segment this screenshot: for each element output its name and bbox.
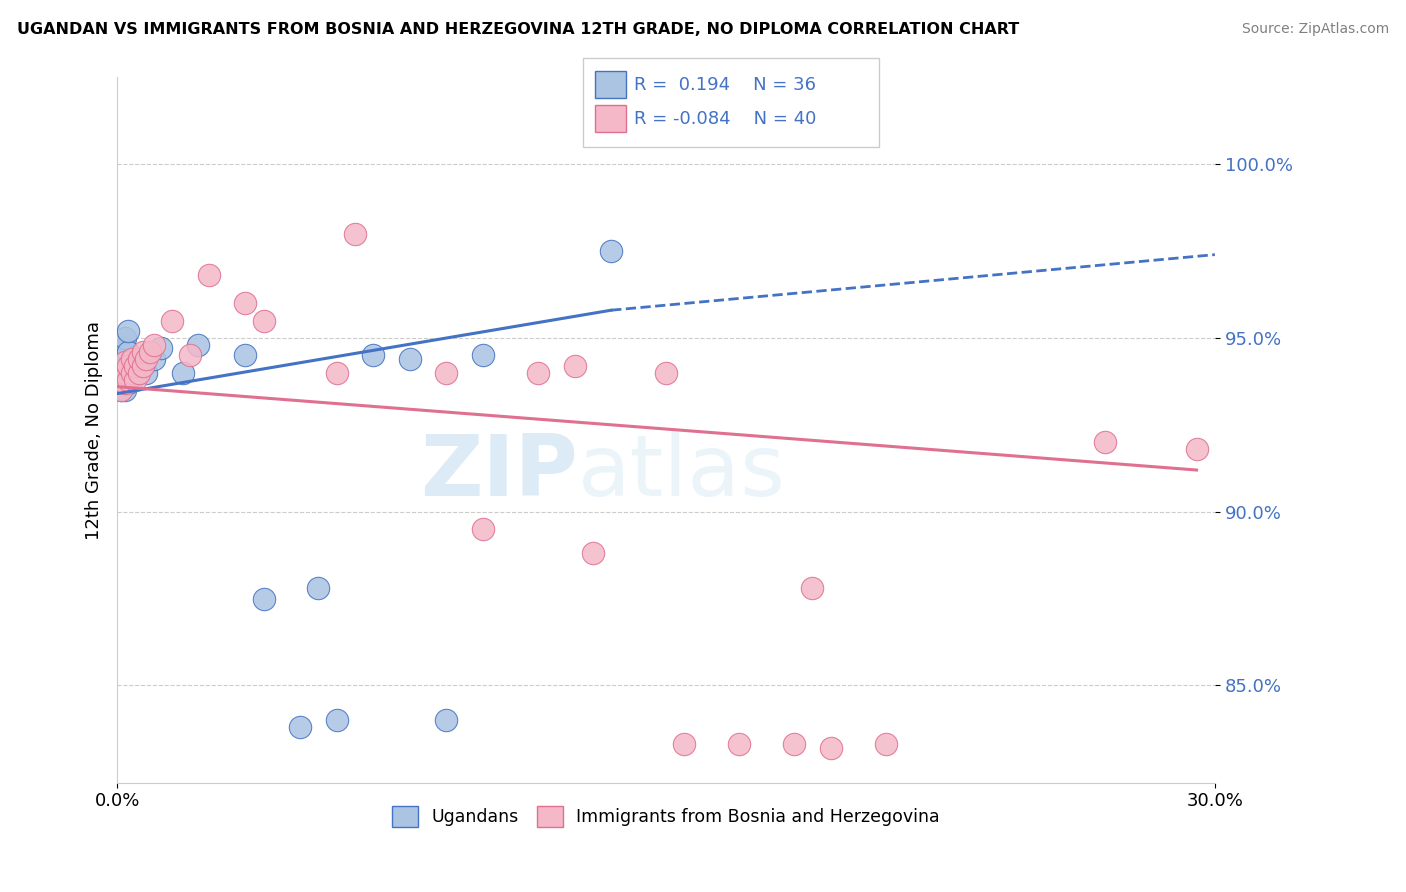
Point <box>135 351 157 366</box>
Point <box>114 331 136 345</box>
Point <box>117 359 139 373</box>
Point <box>325 713 347 727</box>
Point <box>875 738 897 752</box>
Text: R =  0.194    N = 36: R = 0.194 N = 36 <box>634 76 815 94</box>
Point <box>233 296 256 310</box>
Y-axis label: 12th Grade, No Diploma: 12th Grade, No Diploma <box>86 320 103 540</box>
Point <box>110 359 132 373</box>
Point <box>117 376 139 391</box>
Point <box>801 581 824 595</box>
Point <box>233 348 256 362</box>
Point <box>172 366 194 380</box>
Point <box>114 366 136 380</box>
Point <box>121 359 143 373</box>
Point <box>114 376 136 391</box>
Point <box>114 342 136 356</box>
Point <box>114 359 136 373</box>
Point <box>436 366 458 380</box>
Point <box>110 366 132 380</box>
Legend: Ugandans, Immigrants from Bosnia and Herzegovina: Ugandans, Immigrants from Bosnia and Her… <box>385 799 948 834</box>
Point <box>150 342 173 356</box>
Point <box>114 383 136 397</box>
Point <box>124 359 146 373</box>
Point <box>135 366 157 380</box>
Point <box>121 366 143 380</box>
Point <box>110 376 132 391</box>
Point <box>187 338 209 352</box>
Point <box>820 741 842 756</box>
Point <box>160 313 183 327</box>
Point <box>121 373 143 387</box>
Point <box>117 366 139 380</box>
Point <box>307 581 329 595</box>
Point <box>527 366 550 380</box>
Text: ZIP: ZIP <box>420 431 578 514</box>
Point <box>117 345 139 359</box>
Point <box>117 373 139 387</box>
Point <box>728 738 751 752</box>
Point <box>110 383 132 397</box>
Point <box>132 345 155 359</box>
Point <box>582 546 605 560</box>
Text: UGANDAN VS IMMIGRANTS FROM BOSNIA AND HERZEGOVINA 12TH GRADE, NO DIPLOMA CORRELA: UGANDAN VS IMMIGRANTS FROM BOSNIA AND HE… <box>17 22 1019 37</box>
Point <box>344 227 367 241</box>
Text: R = -0.084    N = 40: R = -0.084 N = 40 <box>634 110 817 128</box>
Point <box>179 348 201 362</box>
Point <box>436 713 458 727</box>
Text: atlas: atlas <box>578 431 786 514</box>
Point <box>117 355 139 369</box>
Point <box>110 383 132 397</box>
Point <box>132 359 155 373</box>
Point <box>600 244 623 259</box>
Point <box>142 338 165 352</box>
Point <box>132 359 155 373</box>
Point <box>1185 442 1208 457</box>
Point <box>655 366 678 380</box>
Point <box>472 522 495 536</box>
Point <box>252 591 274 606</box>
Point <box>128 359 150 373</box>
Point <box>399 351 422 366</box>
Point <box>110 351 132 366</box>
Point <box>288 720 311 734</box>
Text: Source: ZipAtlas.com: Source: ZipAtlas.com <box>1241 22 1389 37</box>
Point <box>128 351 150 366</box>
Point <box>1094 435 1116 450</box>
Point <box>114 373 136 387</box>
Point <box>110 373 132 387</box>
Point <box>121 351 143 366</box>
Point <box>142 351 165 366</box>
Point <box>673 738 696 752</box>
Point <box>363 348 385 362</box>
Point <box>783 738 806 752</box>
Point <box>124 366 146 380</box>
Point <box>114 355 136 369</box>
Point <box>128 366 150 380</box>
Point <box>325 366 347 380</box>
Point <box>139 345 162 359</box>
Point <box>124 373 146 387</box>
Point <box>197 268 219 283</box>
Point <box>114 348 136 362</box>
Point <box>252 313 274 327</box>
Point <box>472 348 495 362</box>
Point <box>110 366 132 380</box>
Point <box>117 324 139 338</box>
Point <box>564 359 586 373</box>
